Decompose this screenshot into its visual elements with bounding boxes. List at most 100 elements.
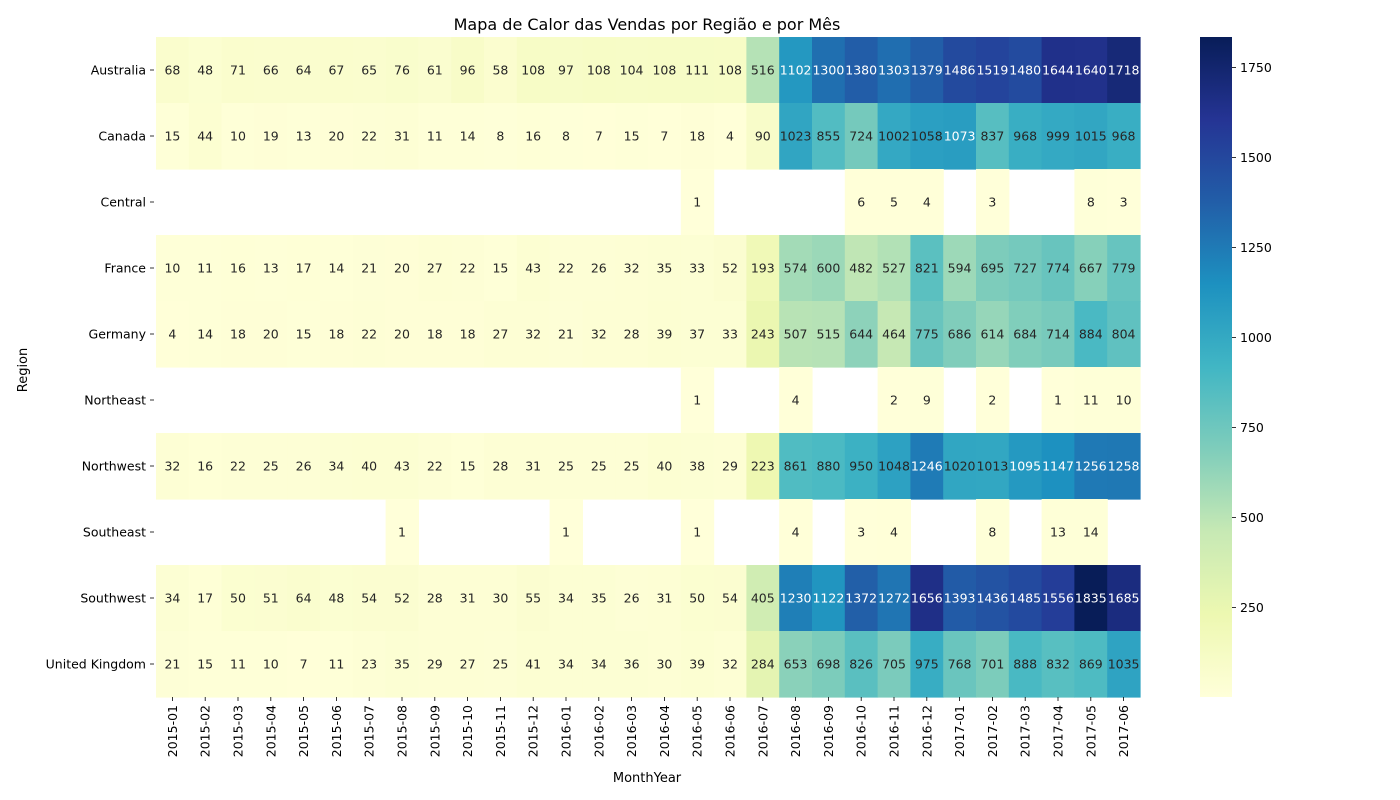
heatmap-cell: [615, 103, 649, 170]
heatmap-cell: [910, 433, 944, 500]
cell-value-label: 36: [624, 657, 640, 672]
cell-value-label: 10: [164, 261, 180, 276]
heatmap-cell: [713, 433, 747, 500]
cell-value-label: 35: [656, 261, 672, 276]
heatmap-cell: [156, 235, 190, 302]
heatmap-cell: [156, 433, 190, 500]
heatmap-cell: [615, 433, 649, 500]
cell-value-label: 968: [1013, 129, 1037, 144]
cell-value-label: 8: [562, 129, 570, 144]
y-axis-ticks: Australia Canada Central France Germany North…: [46, 63, 154, 672]
heatmap-cell: [844, 301, 879, 368]
heatmap-cell: [418, 235, 452, 302]
heatmap-cell: [549, 37, 583, 104]
cell-value-label: 768: [948, 657, 972, 672]
heatmap-cell: [648, 37, 682, 104]
cell-value-label: 1485: [1009, 591, 1041, 606]
cell-value-label: 1380: [845, 63, 877, 78]
cell-value-label: 34: [558, 657, 574, 672]
heatmap-cell: [910, 235, 944, 302]
colorbar-tick-label: 1750: [1240, 60, 1272, 75]
cell-value-label: 40: [656, 459, 672, 474]
heatmap-cell: [844, 103, 879, 170]
cell-value-label: 15: [164, 129, 180, 144]
cell-value-label: 14: [1083, 525, 1099, 540]
x-axis-ticks: 2015-01 2015-02 2015-03 2015-04 2015-05 2015-…: [165, 697, 1131, 757]
cell-value-label: 52: [394, 591, 410, 606]
heatmap-cell: [779, 367, 813, 434]
cell-value-label: 108: [718, 63, 742, 78]
heatmap-cell: [910, 565, 944, 632]
heatmap-cell: [1008, 235, 1043, 302]
heatmap-cell: [812, 37, 846, 104]
cell-value-label: 7: [660, 129, 668, 144]
cell-value-label: 28: [427, 591, 443, 606]
cell-value-label: 1073: [944, 129, 976, 144]
cell-value-label: 14: [460, 129, 476, 144]
cell-value-label: 804: [1112, 327, 1136, 342]
cell-value-label: 1035: [1108, 657, 1140, 672]
heatmap-cell: [221, 37, 255, 104]
heatmap-cell: [287, 235, 321, 302]
heatmap-cell: [943, 37, 977, 104]
heatmap-cell: [615, 235, 649, 302]
cell-value-label: 2: [988, 393, 996, 408]
cell-value-label: 1519: [976, 63, 1008, 78]
heatmap-cell: [779, 631, 813, 698]
cell-value-label: 19: [263, 129, 279, 144]
cell-value-label: 28: [624, 327, 640, 342]
cell-value-label: 34: [164, 591, 180, 606]
heatmap-cell: [156, 37, 190, 104]
x-tick-label: 2016-08: [788, 705, 803, 757]
heatmap-cell: [451, 631, 485, 698]
x-tick-label: 2016-03: [624, 705, 639, 757]
heatmap-cell: [352, 301, 387, 368]
cell-value-label: 968: [1112, 129, 1136, 144]
heatmap-cell: [779, 565, 813, 632]
cell-value-label: 4: [726, 129, 734, 144]
cell-value-label: 1: [1054, 393, 1062, 408]
cell-value-label: 1246: [911, 459, 943, 474]
heatmap-cell: [221, 433, 255, 500]
cell-value-label: 701: [980, 657, 1004, 672]
cell-value-label: 1272: [878, 591, 910, 606]
cell-value-label: 861: [784, 459, 808, 474]
cell-value-label: 1486: [944, 63, 976, 78]
cell-value-label: 1: [562, 525, 570, 540]
heatmap-cell: [680, 367, 715, 434]
heatmap-cell: [713, 235, 747, 302]
cell-value-label: 284: [751, 657, 775, 672]
heatmap-cell: [221, 301, 255, 368]
heatmap-cell: [746, 433, 780, 500]
cell-value-label: 26: [624, 591, 640, 606]
y-axis-label: Region: [16, 348, 31, 393]
colorbar-tick-label: 500: [1240, 510, 1264, 525]
heatmap-cell: [648, 103, 682, 170]
heatmap-cell: [287, 631, 321, 698]
heatmap-cell: [582, 235, 616, 302]
cell-value-label: 22: [361, 129, 377, 144]
heatmap-cell: [680, 565, 715, 632]
cell-value-label: 34: [328, 459, 344, 474]
heatmap-cell: [910, 103, 944, 170]
cell-value-label: 3: [988, 195, 996, 210]
heatmap-cell: [254, 103, 288, 170]
cell-value-label: 28: [492, 459, 508, 474]
cell-value-label: 26: [591, 261, 607, 276]
cell-value-label: 32: [591, 327, 607, 342]
heatmap-cell: [615, 301, 649, 368]
heatmap-cell: [877, 631, 911, 698]
heatmap-cell: [254, 631, 288, 698]
y-tick-label: United Kingdom: [46, 657, 146, 672]
cell-value-label: 33: [722, 327, 738, 342]
cell-value-label: 686: [948, 327, 972, 342]
cell-value-label: 1: [693, 393, 701, 408]
cell-value-label: 18: [328, 327, 344, 342]
heatmap-cell: [352, 37, 387, 104]
cell-value-label: 32: [722, 657, 738, 672]
cell-value-label: 698: [816, 657, 840, 672]
y-tick-label: Northeast: [84, 393, 146, 408]
cell-value-label: 464: [882, 327, 906, 342]
